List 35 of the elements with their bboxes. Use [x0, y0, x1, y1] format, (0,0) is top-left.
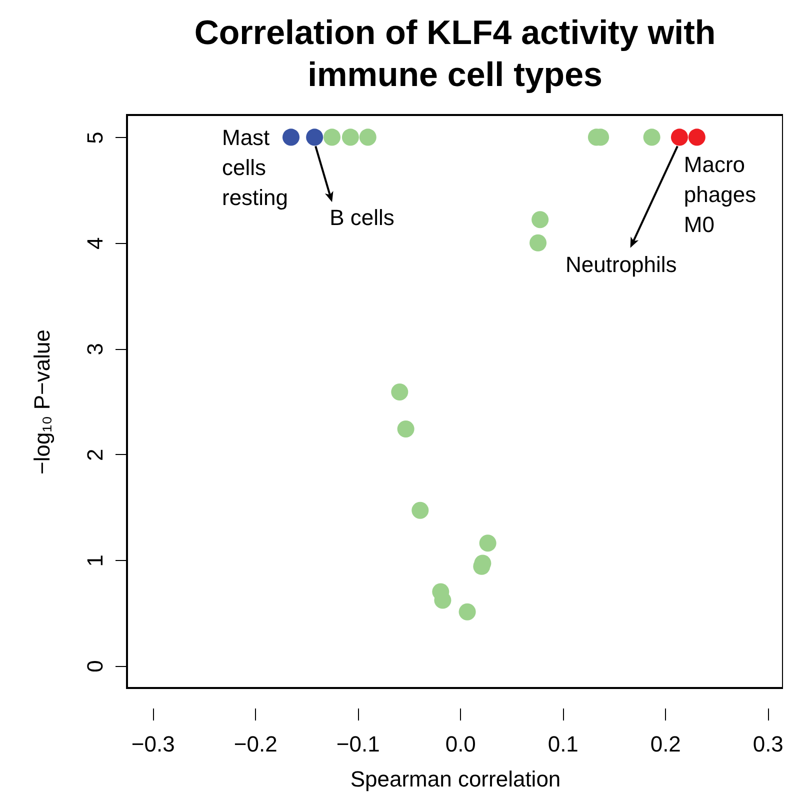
annotation: B cells: [330, 205, 394, 230]
chart-title: Correlation of KLF4 activity with immune cell types: [194, 14, 716, 94]
y-tick-label: 0: [82, 660, 108, 672]
y-tick-label: 4: [82, 237, 108, 250]
x-tick-label: 0.1: [548, 732, 578, 756]
annotation: Mast cells resting: [222, 125, 288, 210]
y-tick-label: 2: [82, 448, 108, 461]
point: [282, 128, 300, 146]
y-tick-label: 5: [82, 132, 108, 144]
point: [670, 128, 688, 146]
y-axis-title: −log₁₀ P−value: [30, 330, 54, 474]
x-tick-label: −0.1: [336, 732, 380, 756]
y-tick-label: 3: [82, 343, 108, 356]
point: [643, 128, 660, 146]
point: [306, 128, 324, 146]
point: [530, 234, 547, 252]
point: [359, 128, 376, 146]
point: [532, 211, 549, 228]
x-tick-label: 0.0: [445, 732, 476, 756]
point: [342, 128, 359, 146]
y-tick-label: 1: [82, 554, 108, 567]
x-tick-label: 0.3: [752, 732, 784, 756]
point: [412, 502, 429, 519]
point: [391, 383, 408, 400]
point: [323, 128, 341, 146]
annotation: Macro phages M0: [684, 152, 756, 238]
annotation: Neutrophils: [565, 252, 677, 278]
x-tick-label: −0.2: [234, 732, 278, 756]
point: [397, 420, 414, 438]
x-tick-label: −0.3: [131, 732, 175, 756]
x-axis-title: Spearman correlation: [350, 766, 561, 792]
point: [688, 128, 706, 146]
x-tick-label: 0.2: [650, 732, 681, 756]
point: [458, 603, 476, 620]
point: [479, 534, 496, 552]
